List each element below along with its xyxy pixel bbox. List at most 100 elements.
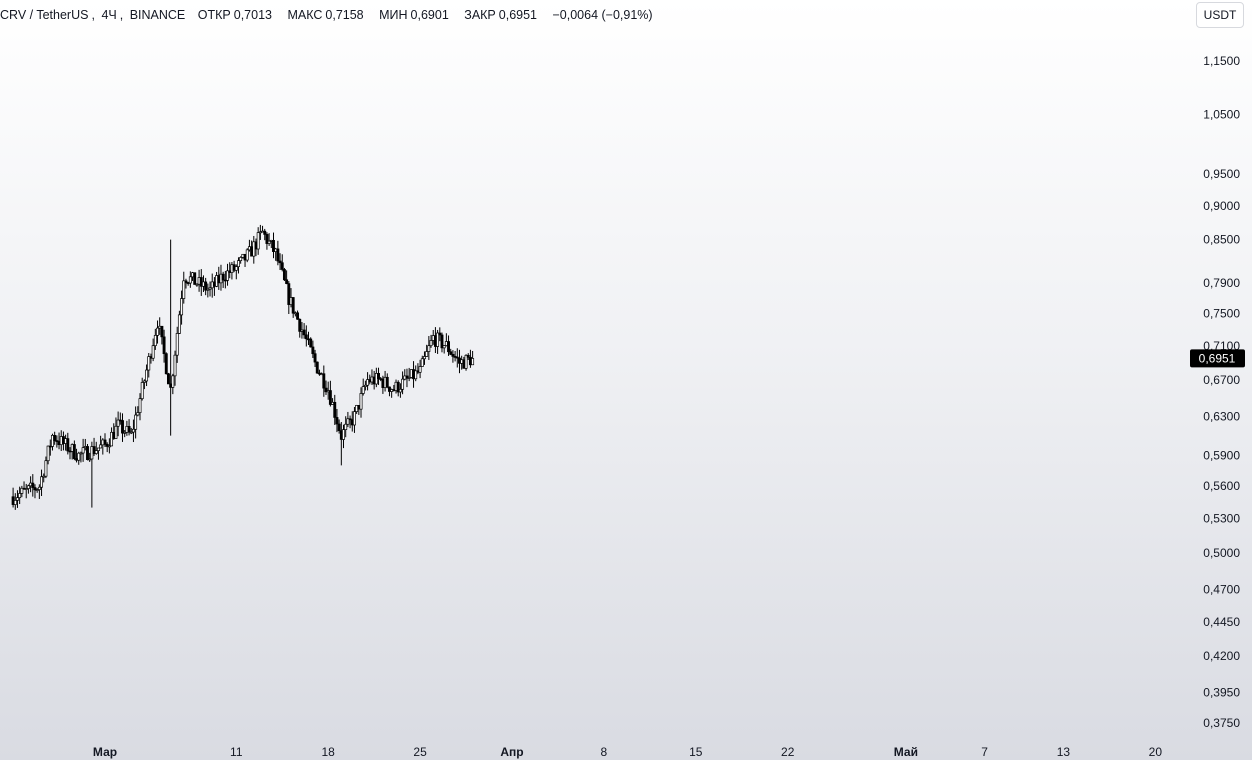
candle-body bbox=[245, 249, 249, 261]
candle-body bbox=[377, 373, 380, 379]
candle-body bbox=[425, 351, 429, 357]
candle-body bbox=[322, 373, 326, 389]
candle-body bbox=[127, 426, 131, 433]
candle bbox=[26, 484, 30, 494]
candle bbox=[177, 310, 181, 335]
candle bbox=[226, 263, 229, 286]
candle-body bbox=[13, 500, 17, 505]
currency-button[interactable]: USDT bbox=[1196, 2, 1244, 28]
candle-body bbox=[24, 488, 28, 490]
candle-body bbox=[335, 417, 339, 425]
candle-body bbox=[344, 423, 348, 430]
candle bbox=[138, 393, 142, 421]
candle bbox=[278, 253, 282, 270]
candle-body bbox=[449, 351, 453, 355]
x-tick-label: Мар bbox=[93, 745, 117, 759]
candle-body bbox=[37, 486, 41, 490]
candle-body bbox=[92, 446, 96, 454]
candle bbox=[173, 350, 177, 386]
candle bbox=[309, 337, 313, 348]
y-tick-label: 0,7900 bbox=[1203, 276, 1240, 290]
candle-body bbox=[177, 314, 181, 334]
candle bbox=[162, 329, 166, 363]
high-label: МАКС 0,7158 bbox=[287, 8, 364, 22]
candle bbox=[53, 431, 57, 445]
candle-body bbox=[311, 346, 315, 355]
high-value: 0,7158 bbox=[325, 8, 364, 22]
candle bbox=[466, 353, 470, 360]
candle-body bbox=[16, 497, 19, 501]
candle bbox=[164, 352, 168, 375]
close-label: ЗАКР 0,6951 bbox=[464, 8, 538, 22]
candle bbox=[31, 474, 35, 497]
candle-body bbox=[153, 335, 157, 347]
candle bbox=[438, 327, 442, 342]
candle-body bbox=[278, 260, 282, 264]
x-tick-label: Апр bbox=[500, 745, 523, 759]
candle-body bbox=[208, 287, 212, 290]
candle bbox=[134, 406, 138, 439]
candle-body bbox=[342, 429, 345, 440]
candle-body bbox=[206, 288, 210, 291]
candle bbox=[298, 318, 302, 338]
candle-body bbox=[53, 434, 57, 441]
candle-body bbox=[263, 230, 267, 235]
candle bbox=[37, 484, 41, 499]
x-tick-label: 7 bbox=[981, 745, 988, 759]
candle bbox=[77, 451, 81, 465]
y-tick-label: 0,4200 bbox=[1203, 649, 1240, 663]
candle-body bbox=[265, 234, 269, 244]
candle bbox=[13, 493, 17, 510]
price-axis[interactable]: 1,1500 1,0500 0,9500 0,9000 0,8500 0,7900 0,75… bbox=[1203, 54, 1240, 730]
candle bbox=[167, 372, 170, 385]
candle bbox=[40, 469, 43, 496]
candle-body bbox=[438, 332, 442, 336]
candle bbox=[396, 380, 400, 397]
candle bbox=[328, 380, 332, 407]
candle-body bbox=[396, 381, 400, 393]
candle bbox=[272, 232, 275, 259]
candle-body bbox=[175, 333, 179, 356]
candle bbox=[296, 310, 300, 320]
candle bbox=[175, 326, 179, 363]
candle-body bbox=[81, 447, 85, 454]
interval-label: 4Ч bbox=[101, 8, 117, 22]
candle bbox=[471, 350, 475, 366]
candle bbox=[116, 411, 120, 437]
candle bbox=[94, 441, 98, 455]
candle bbox=[346, 411, 350, 428]
symbol-name[interactable]: CRV / TetherUS bbox=[0, 8, 89, 22]
candle-body bbox=[46, 445, 50, 462]
candle-body bbox=[79, 452, 83, 455]
candle-body bbox=[427, 345, 431, 352]
time-axis[interactable]: Мар 11 18 25 Апр 8 15 22 Май 7 13 20 bbox=[93, 745, 1162, 759]
candle-body bbox=[282, 269, 286, 281]
candle-body bbox=[129, 431, 133, 434]
candle-body bbox=[42, 475, 46, 478]
candle-body bbox=[451, 354, 455, 357]
candle-body bbox=[440, 334, 444, 349]
candle bbox=[195, 283, 199, 287]
candle-body bbox=[142, 380, 146, 383]
y-tick-label: 0,7500 bbox=[1203, 307, 1240, 321]
candle bbox=[66, 432, 70, 455]
candle bbox=[311, 340, 315, 358]
candle bbox=[423, 351, 426, 365]
x-tick-label: 22 bbox=[781, 745, 795, 759]
candle-body bbox=[86, 446, 89, 460]
candle bbox=[145, 364, 149, 387]
y-tick-label: 0,6300 bbox=[1203, 410, 1240, 424]
candle bbox=[344, 416, 348, 438]
candle-body bbox=[156, 327, 159, 336]
candle bbox=[110, 427, 114, 447]
candle bbox=[24, 483, 28, 499]
candle bbox=[313, 349, 317, 368]
candle bbox=[153, 328, 157, 350]
candle bbox=[401, 371, 405, 395]
candle-body bbox=[164, 353, 168, 375]
candle-body bbox=[140, 382, 144, 400]
candle bbox=[114, 417, 118, 439]
y-tick-label: 0,3950 bbox=[1203, 685, 1240, 699]
candle bbox=[429, 334, 433, 348]
